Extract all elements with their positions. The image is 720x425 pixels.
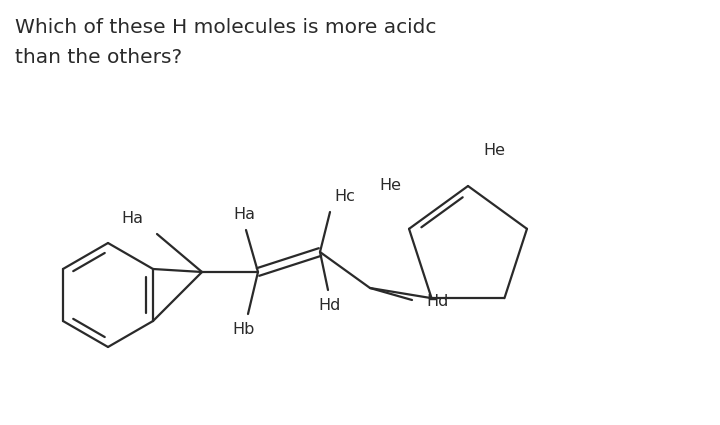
Text: Ha: Ha [233,207,255,222]
Text: than the others?: than the others? [15,48,182,67]
Text: Hb: Hb [233,322,255,337]
Text: Ha: Ha [121,211,143,226]
Text: Which of these H molecules is more acidc: Which of these H molecules is more acidc [15,18,436,37]
Text: Hd: Hd [319,298,341,313]
Text: He: He [379,178,401,193]
Text: Hc: Hc [334,189,355,204]
Text: He: He [483,143,505,158]
Text: Hd: Hd [426,295,449,309]
